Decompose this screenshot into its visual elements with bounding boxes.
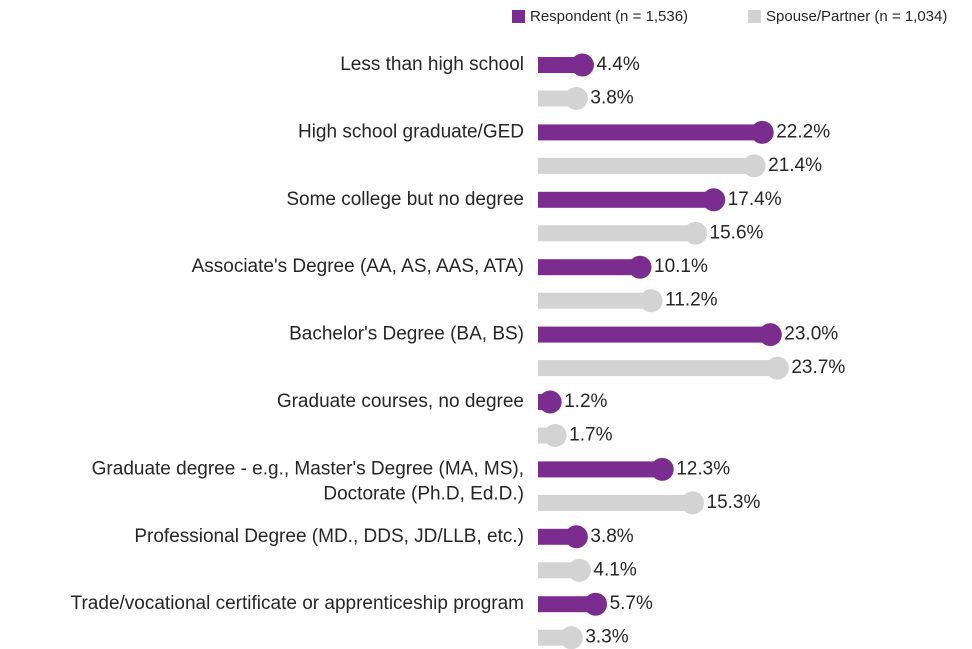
bar <box>538 326 771 343</box>
bar <box>538 157 755 174</box>
bar <box>538 225 696 242</box>
value-label: 3.8% <box>590 88 633 109</box>
bar <box>538 596 596 613</box>
bar <box>538 494 693 511</box>
legend-label: Respondent (n = 1,536) <box>530 8 688 25</box>
bar <box>538 461 663 478</box>
value-label: 15.3% <box>707 492 761 513</box>
bar-end <box>543 424 567 447</box>
legend-label: Spouse/Partner (n = 1,034) <box>766 8 947 25</box>
category-label: Bachelor's Degree (BA, BS) <box>289 324 524 345</box>
value-label: 21.4% <box>768 155 822 176</box>
bar-end <box>559 626 583 649</box>
value-label: 23.7% <box>791 357 845 378</box>
bar-end <box>570 53 594 77</box>
value-label: 17.4% <box>728 189 782 210</box>
category-label: Less than high school <box>340 54 524 75</box>
legend-swatch <box>748 10 761 23</box>
category-label: Some college but no degree <box>286 189 524 210</box>
bar <box>538 191 714 208</box>
value-label: 11.2% <box>665 290 718 311</box>
category-label: Graduate degree - e.g., Master's Degree … <box>92 458 524 504</box>
bar-end <box>758 323 782 347</box>
bar-end <box>742 154 766 178</box>
category-label: Trade/vocational certificate or apprenti… <box>71 593 524 614</box>
bar-end <box>765 356 789 380</box>
value-label: 10.1% <box>654 256 708 277</box>
bar <box>538 259 641 276</box>
bar-end <box>702 188 726 212</box>
bar <box>538 124 763 141</box>
bar-end <box>684 221 708 245</box>
value-label: 3.8% <box>590 526 633 547</box>
value-label: 15.6% <box>710 222 764 243</box>
value-label: 22.2% <box>776 121 830 142</box>
bar <box>538 360 778 377</box>
value-label: 1.7% <box>569 425 612 446</box>
bar <box>538 292 652 309</box>
legend-swatch <box>512 10 525 23</box>
bar-end <box>564 525 588 549</box>
bar-end <box>650 457 674 481</box>
category-label: High school graduate/GED <box>298 121 524 142</box>
value-label: 3.3% <box>585 627 628 648</box>
value-label: 12.3% <box>676 458 730 479</box>
bar-end <box>564 87 588 110</box>
bar-end <box>584 592 608 616</box>
bar-end <box>639 289 663 313</box>
category-label: Graduate courses, no degree <box>277 391 524 412</box>
bar-end <box>538 390 562 414</box>
value-label: 4.1% <box>593 559 636 580</box>
bar-end <box>681 491 705 515</box>
value-label: 4.4% <box>596 54 639 75</box>
bar <box>538 57 583 73</box>
category-label: Professional Degree (MD., DDS, JD/LLB, e… <box>134 526 524 547</box>
value-label: 5.7% <box>610 593 653 614</box>
value-label: 23.0% <box>784 324 838 345</box>
bar-end <box>567 558 591 582</box>
bar-end <box>628 255 652 279</box>
bar-end <box>750 120 774 144</box>
category-label: Associate's Degree (AA, AS, AAS, ATA) <box>192 256 524 277</box>
value-label: 1.2% <box>564 391 607 412</box>
